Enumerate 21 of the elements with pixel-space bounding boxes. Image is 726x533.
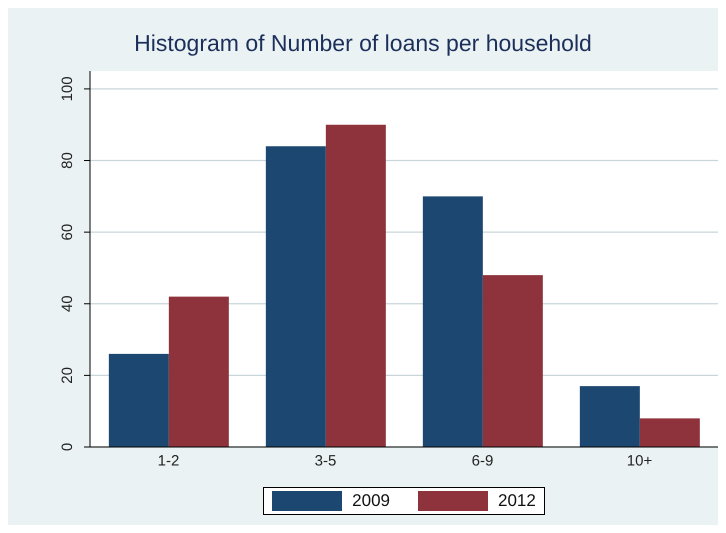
bar xyxy=(640,418,700,447)
bar xyxy=(580,386,640,447)
y-tick-label: 40 xyxy=(59,295,76,312)
bar xyxy=(422,196,483,447)
x-tick-label: 1-2 xyxy=(158,452,180,470)
bar xyxy=(326,124,386,447)
bar xyxy=(266,146,326,447)
y-tick-label: 80 xyxy=(59,152,76,169)
y-tick-label: 100 xyxy=(59,76,76,102)
x-tick-label: 3-5 xyxy=(314,452,336,470)
bar xyxy=(108,354,169,447)
x-tick-label: 6-9 xyxy=(472,452,494,470)
bar xyxy=(168,296,229,447)
bar xyxy=(482,275,543,447)
y-tick-label: 60 xyxy=(59,224,76,240)
x-tick-label: 10+ xyxy=(626,452,652,470)
y-tick-label: 20 xyxy=(59,367,76,384)
chart-title: Histogram of Number of loans per household xyxy=(133,30,593,57)
legend-label: 2012 xyxy=(498,491,536,511)
y-tick-label: 0 xyxy=(59,442,76,452)
legend-label: 2009 xyxy=(352,491,390,511)
